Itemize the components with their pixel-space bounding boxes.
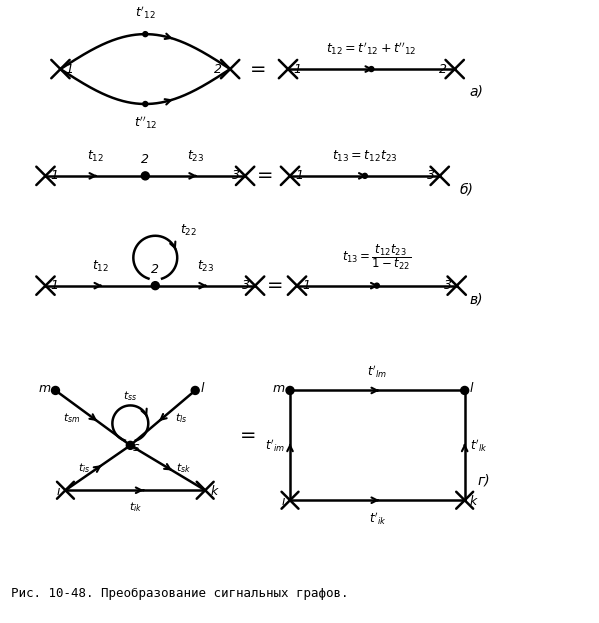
Text: m: m <box>273 383 285 396</box>
Text: $t'_{12}$: $t'_{12}$ <box>135 4 156 21</box>
Text: $t_{12}$: $t_{12}$ <box>92 259 109 273</box>
Text: l: l <box>470 383 473 396</box>
Text: $t_{ls}$: $t_{ls}$ <box>175 411 187 425</box>
Text: s: s <box>134 441 140 454</box>
Text: 1: 1 <box>295 169 303 183</box>
Text: 3: 3 <box>444 279 452 292</box>
Circle shape <box>362 173 367 178</box>
Circle shape <box>191 386 199 394</box>
Text: k: k <box>210 485 217 498</box>
Text: $t'_{ik}$: $t'_{ik}$ <box>368 510 386 527</box>
Text: 2: 2 <box>141 153 149 166</box>
Circle shape <box>126 441 134 449</box>
Text: 3: 3 <box>232 169 240 183</box>
Text: 1: 1 <box>65 62 74 75</box>
Text: $t''_{12}$: $t''_{12}$ <box>134 114 157 131</box>
Text: 1: 1 <box>50 169 59 183</box>
Text: Рис. 10-48. Преобразование сигнальных графов.: Рис. 10-48. Преобразование сигнальных гр… <box>11 587 348 600</box>
Text: $t_{23}$: $t_{23}$ <box>196 259 214 273</box>
Text: =: = <box>250 60 267 78</box>
Text: $t'_{lk}$: $t'_{lk}$ <box>470 437 487 454</box>
Circle shape <box>141 172 149 180</box>
Circle shape <box>52 386 59 394</box>
Text: =: = <box>257 166 273 186</box>
Text: i: i <box>57 485 60 498</box>
Circle shape <box>143 32 148 37</box>
Text: 2: 2 <box>152 263 159 275</box>
Text: б): б) <box>459 183 474 197</box>
Text: 2: 2 <box>438 62 447 75</box>
Text: =: = <box>267 276 283 295</box>
Text: $t_{is}$: $t_{is}$ <box>77 461 90 475</box>
Text: в): в) <box>470 293 483 307</box>
Text: $t_{13}=t_{12}t_{23}$: $t_{13}=t_{12}t_{23}$ <box>332 149 398 164</box>
Text: $t'_{lm}$: $t'_{lm}$ <box>367 364 388 381</box>
Text: $t'_{im}$: $t'_{im}$ <box>265 437 285 454</box>
Circle shape <box>286 386 294 394</box>
Circle shape <box>152 282 159 290</box>
Circle shape <box>143 102 148 107</box>
Text: $t_{13}=\dfrac{t_{12}t_{23}}{1-t_{22}}$: $t_{13}=\dfrac{t_{12}t_{23}}{1-t_{22}}$ <box>342 242 412 272</box>
Text: m: m <box>38 383 50 396</box>
Text: $t_{ss}$: $t_{ss}$ <box>123 389 138 404</box>
Text: 3: 3 <box>242 279 250 292</box>
Text: $t_{23}$: $t_{23}$ <box>186 149 204 164</box>
Circle shape <box>369 67 374 72</box>
Text: l: l <box>200 383 204 396</box>
Text: $t_{12}=t'_{12}+t''_{12}$: $t_{12}=t'_{12}+t''_{12}$ <box>326 40 416 57</box>
Text: $t_{12}$: $t_{12}$ <box>87 149 104 164</box>
Text: k: k <box>470 495 477 508</box>
Circle shape <box>461 386 468 394</box>
Text: а): а) <box>470 84 483 98</box>
Text: $t_{sm}$: $t_{sm}$ <box>63 411 81 425</box>
Text: i: i <box>282 495 285 508</box>
Text: 1: 1 <box>293 62 301 75</box>
Text: 3: 3 <box>426 169 435 183</box>
Text: $t_{ik}$: $t_{ik}$ <box>129 500 142 514</box>
Text: 1: 1 <box>302 279 310 292</box>
Text: $t_{sk}$: $t_{sk}$ <box>176 461 191 475</box>
Circle shape <box>374 283 379 288</box>
Text: $t_{22}$: $t_{22}$ <box>180 223 197 239</box>
Text: 2: 2 <box>214 62 222 75</box>
Text: г): г) <box>477 473 490 487</box>
Text: =: = <box>240 426 256 445</box>
Text: 1: 1 <box>50 279 59 292</box>
